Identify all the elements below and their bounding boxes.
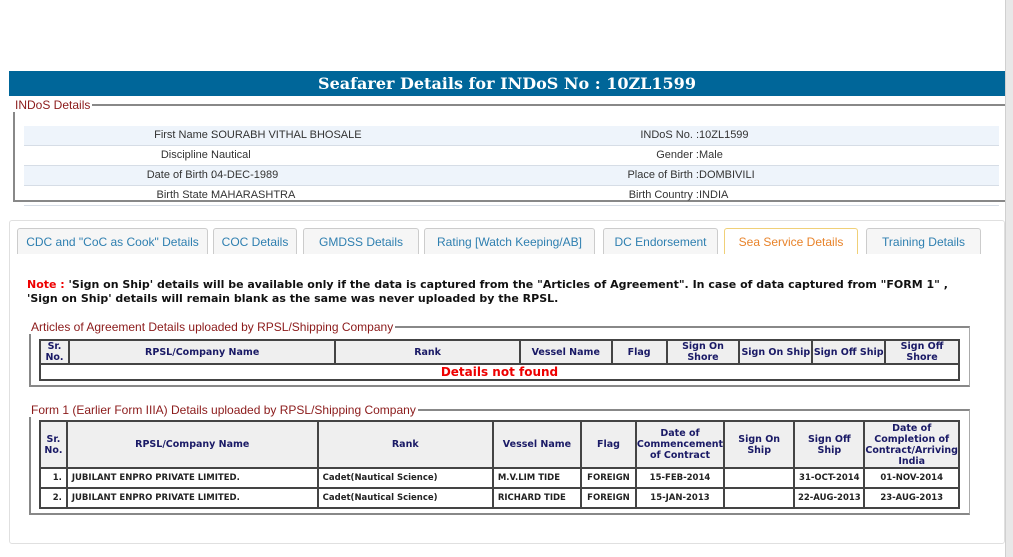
articles-table: Sr. No. RPSL/Company Name Rank Vessel Name F… (39, 339, 960, 381)
indos-details-section: INDoS Details First Name : SOURABH VITHA… (13, 98, 1005, 206)
form1-table: Sr. No. RPSL/Company Name Rank Vessel Name F… (39, 420, 960, 509)
table-cell: Cadet(Nautical Science) (316, 487, 494, 509)
column-header: Vessel Name (518, 339, 613, 365)
field-value: SOURABH VITHAL BHOSALE (211, 129, 362, 141)
column-header: Sign Off Ship (793, 420, 866, 469)
table-cell (723, 487, 796, 509)
table-cell: FOREIGN (580, 487, 637, 509)
field-value: 10ZL1599 (699, 129, 749, 141)
field-label: Birth Country : (628, 189, 699, 201)
form1-legend: Form 1 (Earlier Form IIIA) Details uploa… (31, 403, 416, 417)
table-cell: 01-NOV-2014 (863, 467, 960, 489)
table-cell: JUBILANT ENPRO PRIVATE LIMITED. (65, 467, 319, 489)
table-cell: 15-FEB-2014 (634, 467, 726, 489)
field-label: Discipline : (160, 149, 214, 161)
tab-panel (9, 220, 1005, 544)
articles-legend: Articles of Agreement Details uploaded b… (31, 320, 394, 334)
table-cell: 31-OCT-2014 (793, 467, 866, 489)
field-label: First Name : (154, 129, 214, 141)
column-header: Sign On Ship (738, 339, 814, 365)
table-cell: 22-AUG-2013 (793, 487, 866, 509)
table-row: 2. JUBILANT ENPRO PRIVATE LIMITED. Cadet(N… (39, 487, 960, 509)
table-cell: FOREIGN (580, 467, 637, 489)
column-header: Flag (610, 339, 668, 365)
field-label: Place of Birth : (627, 169, 699, 181)
table-cell: 2. (39, 487, 68, 509)
table-cell: 1. (39, 467, 68, 489)
field-label: Gender : (656, 149, 699, 161)
column-header: Vessel Name (491, 420, 583, 469)
column-header: Sign On Shore (665, 339, 741, 365)
tab-rating-watch-keeping-ab[interactable]: Rating [Watch Keeping/AB] (424, 228, 595, 254)
indos-row: Birth State : MAHARASHTRA Birth Country … (24, 186, 999, 206)
field-value: INDIA (699, 189, 729, 201)
column-header: RPSL/Company Name (67, 339, 337, 365)
column-header: Rank (334, 339, 521, 365)
column-header: Rank (316, 420, 494, 469)
table-cell: RICHARD TIDE (491, 487, 583, 509)
indos-details-legend: INDoS Details (15, 98, 91, 112)
table-cell: 23-AUG-2013 (863, 487, 960, 509)
table-cell: 15-JAN-2013 (634, 487, 726, 509)
field-label: Date of Birth : (146, 169, 214, 181)
column-header: Sign Off Ship (811, 339, 887, 365)
articles-section: Articles of Agreement Details uploaded b… (29, 320, 970, 387)
tab-coc-details[interactable]: COC Details (213, 228, 297, 254)
form1-section: Form 1 (Earlier Form IIIA) Details uploa… (29, 403, 970, 515)
table-cell: M.V.LIM TIDE (491, 467, 583, 489)
table-cell: Cadet(Nautical Science) (316, 467, 494, 489)
field-label: INDoS No. : (640, 129, 699, 141)
table-row: 1. JUBILANT ENPRO PRIVATE LIMITED. Cadet(N… (39, 467, 960, 489)
note-text: Note : 'Sign on Ship' details will be av… (27, 278, 977, 306)
tab-dc-endorsement[interactable]: DC Endorsement (603, 228, 718, 254)
column-header: RPSL/Company Name (65, 420, 319, 469)
note-prefix: Note : (27, 278, 65, 291)
vertical-scrollbar[interactable] (1005, 0, 1013, 557)
column-header: Sign On Ship (723, 420, 796, 469)
note-body: 'Sign on Ship' details will be available… (27, 278, 948, 305)
column-header: Sr. No. (39, 339, 70, 365)
tab-sea-service-details[interactable]: Sea Service Details (724, 228, 858, 254)
tab-cdc-and-coc-as-cook-details[interactable]: CDC and "CoC as Cook" Details (17, 228, 208, 254)
table-cell: JUBILANT ENPRO PRIVATE LIMITED. (65, 487, 319, 509)
column-header: Date of Commencement of Contract (634, 420, 726, 469)
indos-row: Date of Birth : 04-DEC-1989 Place of Bir… (24, 166, 999, 186)
table-cell (723, 467, 796, 489)
field-value: Male (699, 149, 723, 161)
tab-training-details[interactable]: Training Details (866, 228, 981, 254)
details-not-found: Details not found (39, 363, 960, 381)
column-header: Sign Off Shore (884, 339, 960, 365)
column-header: Date of Completion of Contract/Arriving … (863, 420, 960, 469)
indos-row: Discipline : Nautical Gender : Male (24, 146, 999, 166)
tab-gmdss-details[interactable]: GMDSS Details (303, 228, 419, 254)
page-title: Seafarer Details for INDoS No : 10ZL1599 (9, 71, 1005, 96)
column-header: Sr. No. (39, 420, 68, 469)
column-header: Flag (580, 420, 637, 469)
field-label: Birth State : (156, 189, 214, 201)
field-value: 04-DEC-1989 (211, 169, 279, 181)
field-value: DOMBIVILI (699, 169, 755, 181)
field-value: MAHARASHTRA (211, 189, 296, 201)
indos-row: First Name : SOURABH VITHAL BHOSALE INDo… (24, 126, 999, 146)
field-value: Nautical (211, 149, 251, 161)
